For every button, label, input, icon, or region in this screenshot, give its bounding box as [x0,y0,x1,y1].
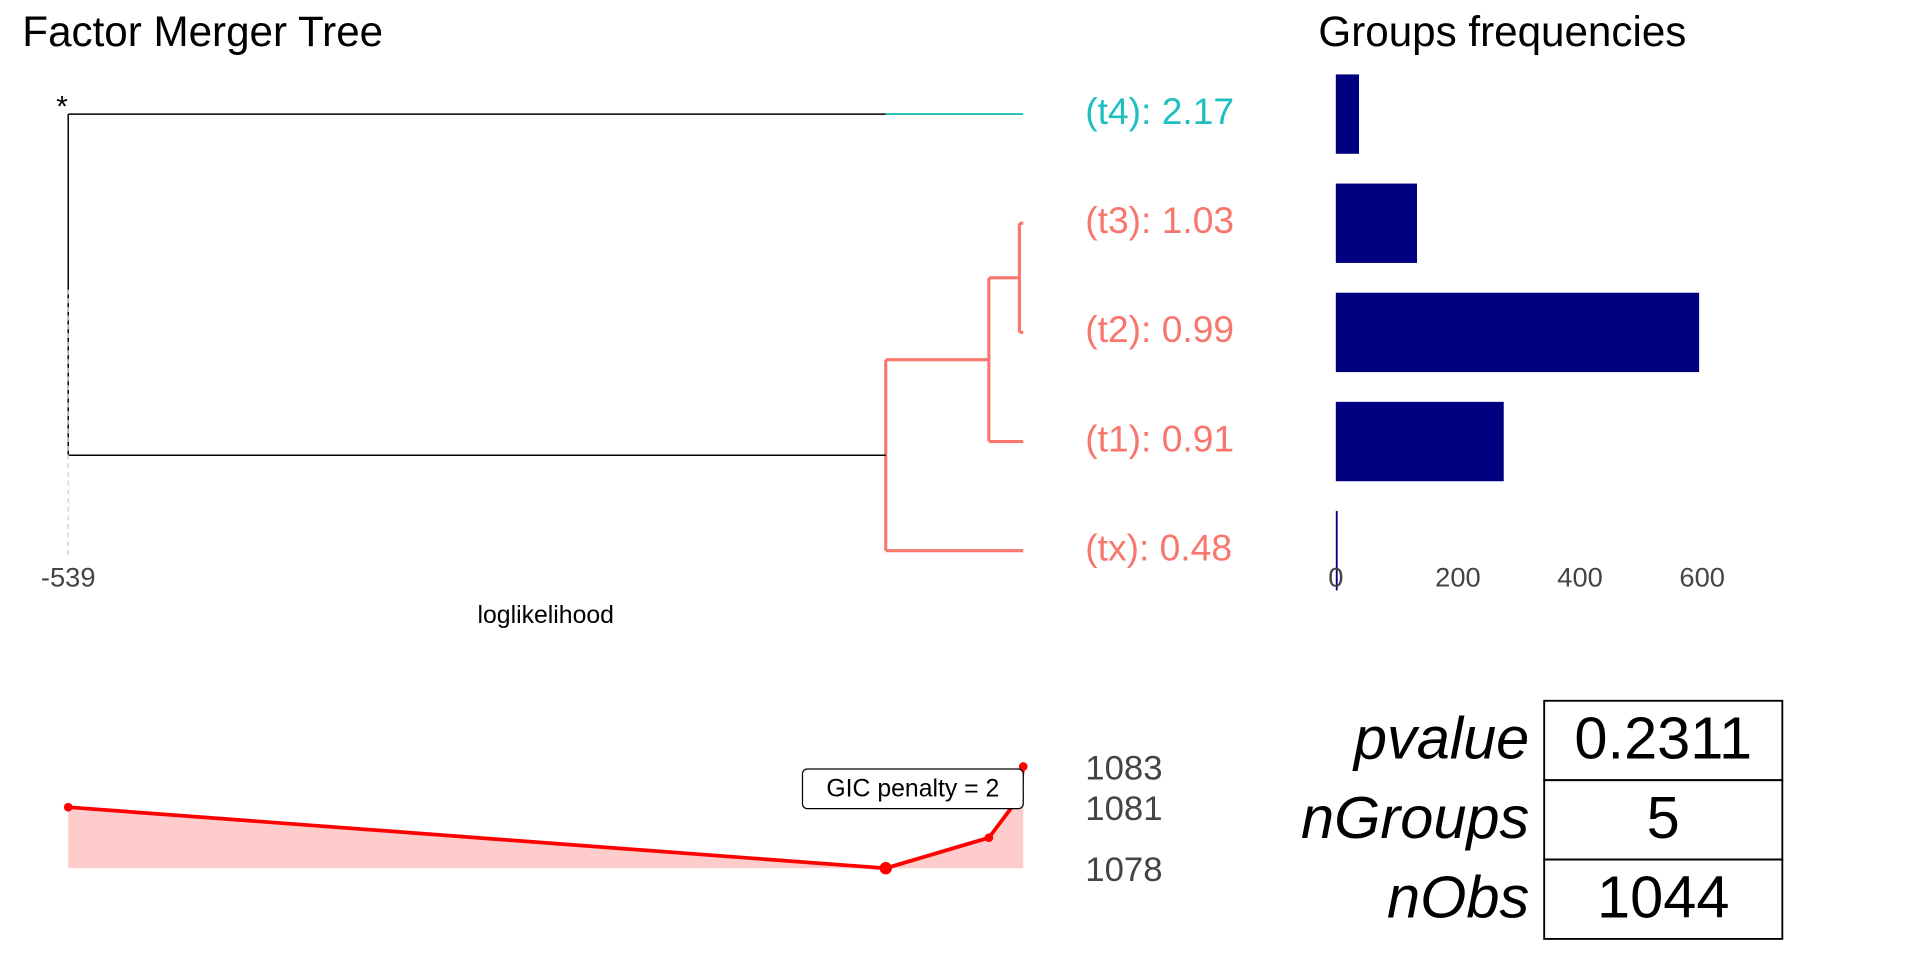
leaf-label: (t1): 0.91 [1085,417,1234,459]
bar-title: Groups frequencies [1318,8,1686,55]
bar [1335,292,1700,373]
gic-area [68,766,1024,869]
gic-point [63,802,73,812]
gic-point [984,833,994,843]
tree-title: Factor Merger Tree [22,8,383,55]
leaf-label: (t4): 2.17 [1085,90,1234,132]
table-label: nGroups [1301,784,1529,851]
table-value: 5 [1647,784,1680,851]
y-tick-label: 1083 [1085,749,1162,787]
table-cell [1543,858,1784,940]
leaf-label: (t3): 1.03 [1085,199,1234,241]
x-tick-label: 200 [1435,561,1481,592]
table-value: 1044 [1597,863,1729,930]
annotation-box [801,768,1024,810]
gic-point [879,862,892,875]
annotation: GIC penalty = 2 [826,776,999,803]
leaf-label: (tx): 0.48 [1085,527,1232,569]
table-value: 0.2311 [1574,705,1752,772]
x-tick-label: 0 [1328,561,1343,592]
x-tick-label: 600 [1679,561,1725,592]
table-label: pvalue [1352,705,1529,772]
y-tick-label: 1078 [1085,851,1162,889]
bar [1335,74,1360,154]
bar [1335,183,1418,263]
x-tick-label: 400 [1557,561,1602,592]
bar [1335,401,1504,482]
root-label: * [56,90,68,123]
leaf-label: (t2): 0.99 [1085,308,1234,350]
y-tick-label: 1081 [1085,790,1162,828]
bar [1335,511,1338,591]
table-label: nObs [1387,863,1529,930]
gic-point [1018,762,1028,771]
x-axis-label: loglikelihood [477,602,613,629]
x-tick-label: -539 [41,561,96,592]
